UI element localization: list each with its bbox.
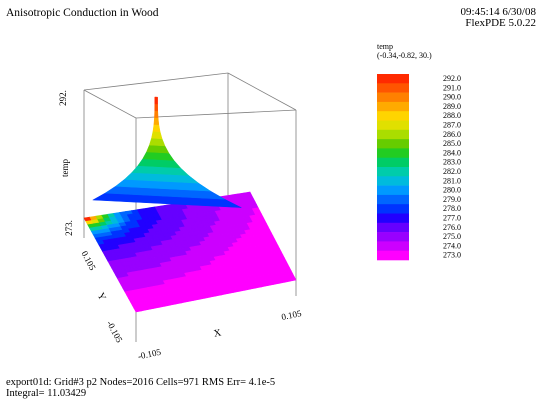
legend-level-label: 281.0 [443,176,461,185]
surface-peak-band [154,96,158,105]
surface-peak-band [154,110,159,119]
legend-level-label: 284.0 [443,148,461,157]
legend-swatch [377,185,409,196]
y-tick-max: 0.105 [79,249,98,272]
x-axis-label: X [213,327,223,339]
legend-swatch [377,232,409,242]
timestamp-block: 09:45:14 6/30/08 FlexPDE 5.0.22 [461,7,536,29]
legend-swatch [377,250,409,261]
timestamp: 09:45:14 6/30/08 [460,6,536,18]
legend-swatch [377,213,409,224]
box-back-top [83,72,229,91]
surface-peak-band [152,124,161,132]
color-legend: 292.0291.0290.0289.0288.0287.0286.0285.0… [377,74,461,261]
legend-level-label: 278.0 [443,204,461,213]
surface-peak-band [154,103,159,112]
legend-level-label: 279.0 [443,195,461,204]
legend-swatch [377,74,409,84]
legend-level-label: 289.0 [443,102,461,111]
surface-peak-band [153,117,160,125]
surface-peak-band [151,131,163,140]
plot-title: Anisotropic Conduction in Wood [6,7,159,19]
surface-peak-band [146,144,170,154]
legend-swatch [377,129,409,140]
surface-peak-band [149,137,166,147]
legend-level-label: 285.0 [443,139,461,148]
surface-peak-band [142,151,175,161]
legend-view-point: (-0.34,-0.82, 30.) [377,51,432,60]
footer-grid-info: export01d: Grid#3 p2 Nodes=2016 Cells=97… [6,377,276,388]
legend-level-label: 291.0 [443,83,461,92]
legend-swatch [377,222,409,233]
legend-level-label: 292.0 [443,74,461,83]
z-tick-min: 273. [64,220,74,236]
legend-level-label: 280.0 [443,186,461,195]
legend-level-label: 286.0 [443,130,461,139]
legend-level-label: 273.0 [443,251,461,260]
box-left-top [83,89,137,119]
legend-level-label: 288.0 [443,111,461,120]
y-axis-label: Y [95,291,108,303]
legend-level-label: 290.0 [443,93,461,102]
legend-level-label: 282.0 [443,167,461,176]
legend-variable-name: temp [377,42,393,51]
surface-mesh [83,191,297,313]
legend-level-label: 275.0 [443,232,461,241]
surface-peak [91,96,242,208]
legend-swatch [377,101,409,112]
legend-level-label: 287.0 [443,121,461,130]
legend-swatch [377,157,409,168]
z-axis-label: temp [60,159,70,177]
legend-swatch [377,194,409,205]
y-tick-min: -0.105 [105,319,125,345]
legend-swatch [377,139,409,149]
legend-level-label: 283.0 [443,158,461,167]
surface-cell [288,276,297,282]
x-tick-max: 0.105 [280,308,302,322]
legend-swatch [377,148,409,158]
legend-swatch [377,120,409,131]
box-front-top [135,109,297,119]
legend-swatch [377,92,409,103]
software-version: FlexPDE 5.0.22 [465,17,536,29]
z-tick-max: 292. [58,90,68,106]
legend-swatch [377,83,409,93]
x-tick-min: -0.105 [137,347,162,362]
legend-swatch [377,241,409,251]
legend-swatch [377,111,409,121]
legend-swatch [377,167,409,177]
legend-level-label: 274.0 [443,241,461,250]
footer-integral: Integral= 11.03429 [6,388,87,399]
legend-swatch [377,204,409,214]
box-top-right [227,72,297,111]
legend-level-label: 276.0 [443,223,461,232]
footer-info: export01d: Grid#3 p2 Nodes=2016 Cells=97… [6,377,275,399]
legend-level-label: 277.0 [443,214,461,223]
legend-header: temp (-0.34,-0.82, 30.) [377,42,432,60]
legend-swatch [377,176,409,186]
